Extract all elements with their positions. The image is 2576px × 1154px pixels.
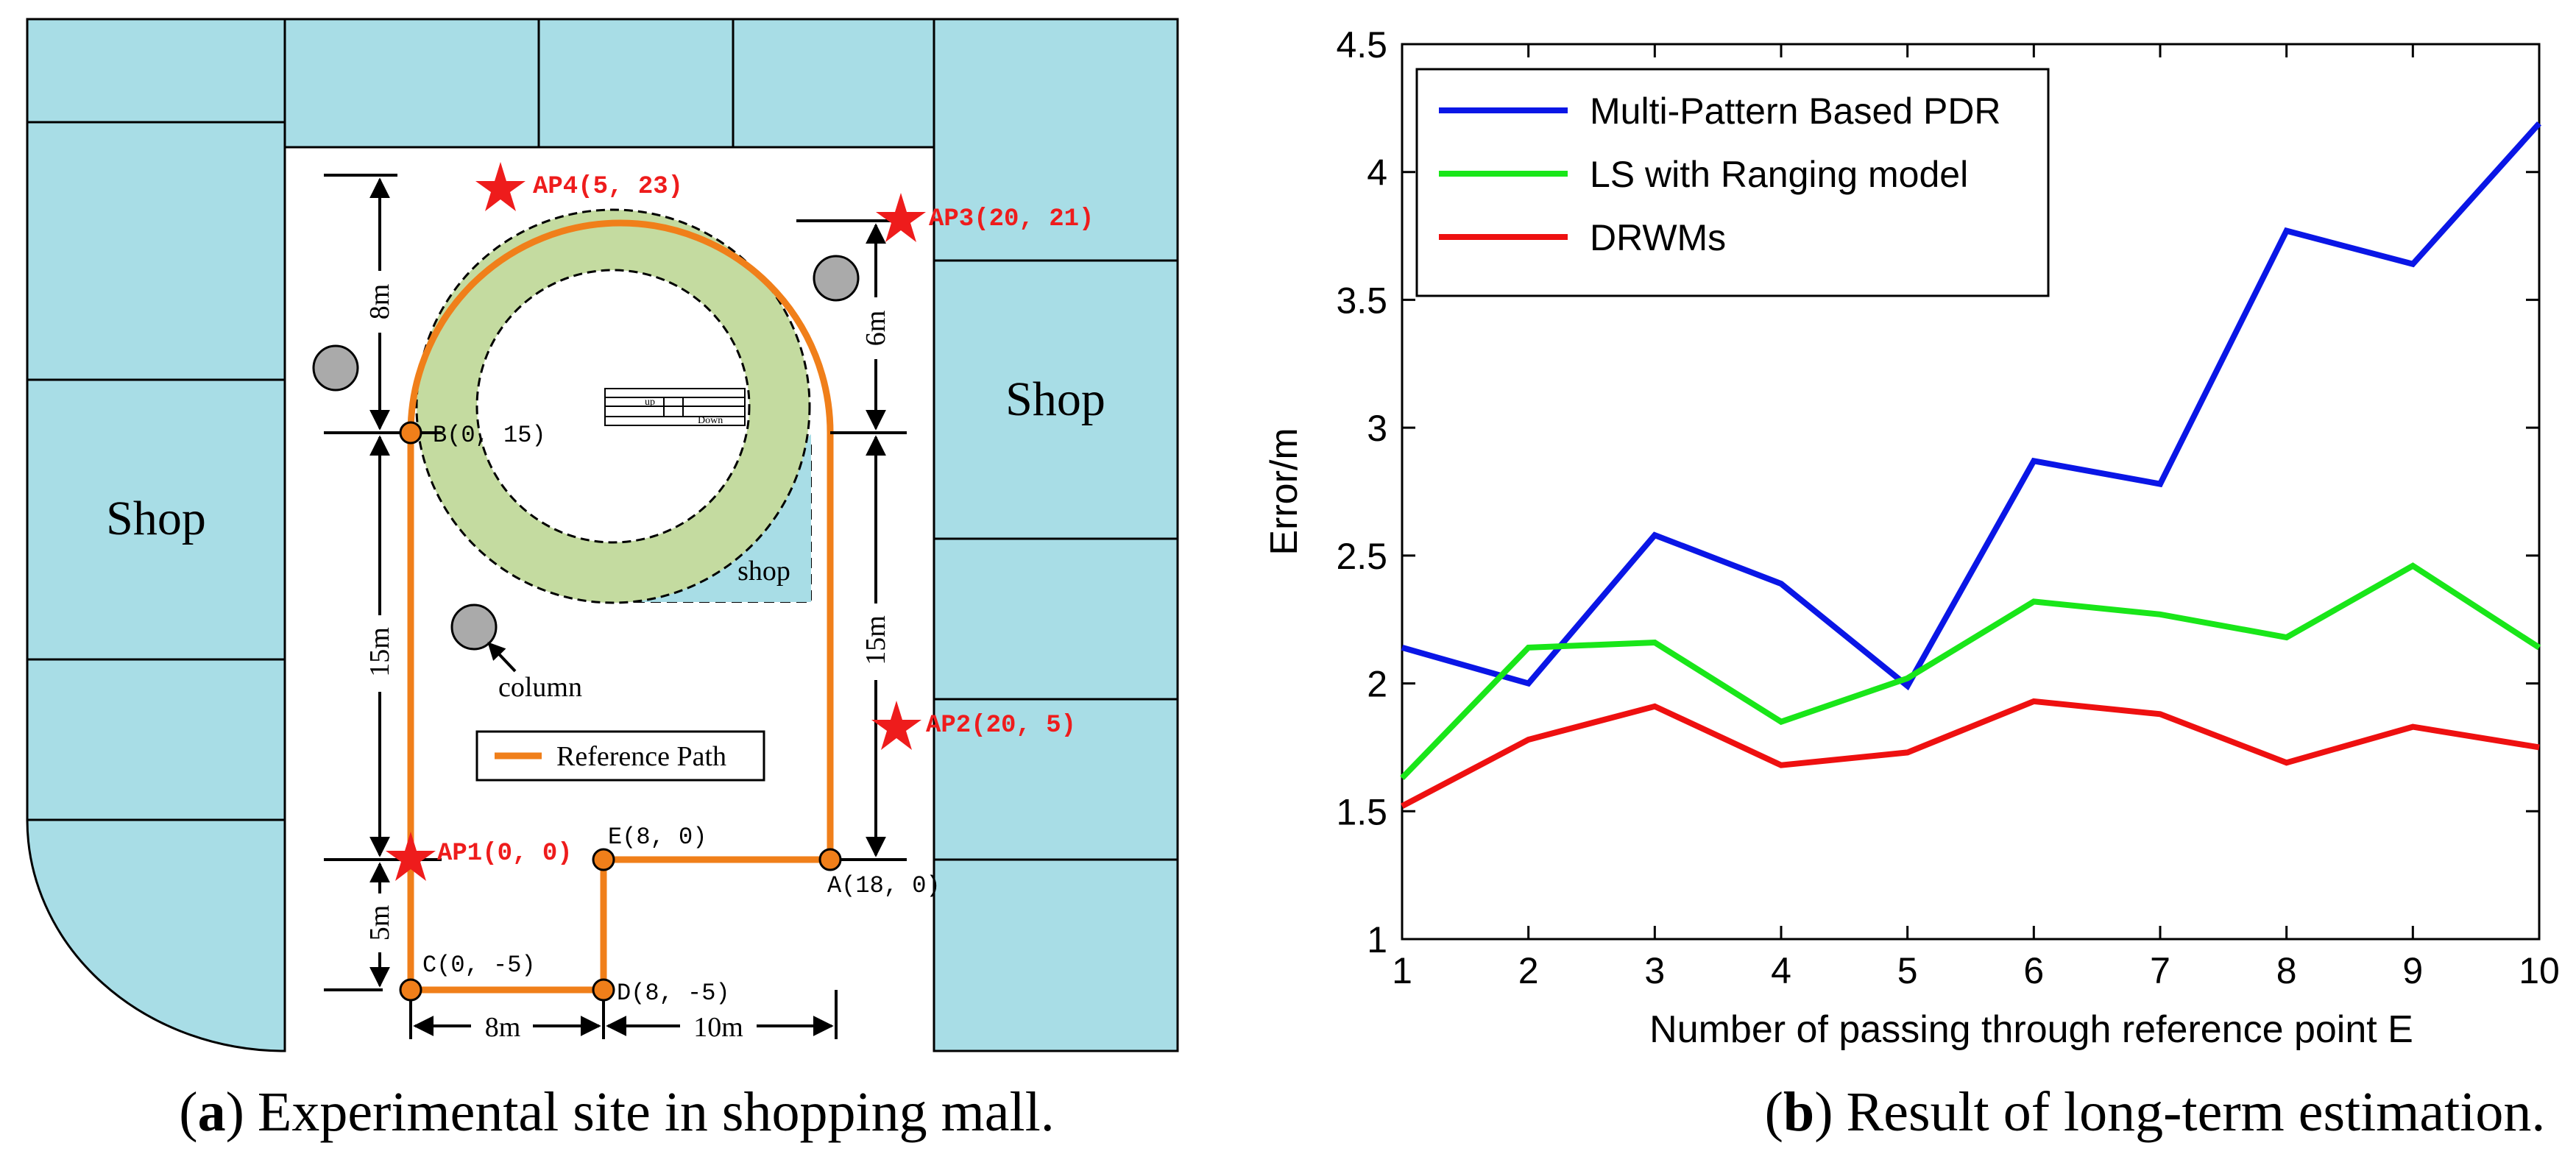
x-tick-label: 5 bbox=[1897, 950, 1918, 991]
small-shop-label: shop bbox=[737, 556, 790, 587]
path-legend-label: Reference Path bbox=[556, 741, 726, 772]
y-tick-label: 1 bbox=[1367, 919, 1387, 960]
x-tick-label: 1 bbox=[1392, 950, 1412, 991]
shop-right-label: Shop bbox=[1005, 372, 1105, 426]
chart-x-axis-label: Number of passing through reference poin… bbox=[1649, 1008, 2413, 1051]
chart-y-axis-label: Error/m bbox=[1263, 428, 1306, 555]
point-a-marker bbox=[818, 848, 842, 871]
series-line-3 bbox=[1401, 698, 2540, 809]
escalator-icon: up Down bbox=[604, 388, 746, 426]
x-tick-label: 3 bbox=[1644, 950, 1665, 991]
dim-right-top: 6m bbox=[860, 311, 891, 347]
svg-text:up: up bbox=[645, 397, 655, 408]
x-tick-label: 10 bbox=[2519, 950, 2560, 991]
y-tick-label: 3.5 bbox=[1336, 280, 1387, 321]
dim-right-mid: 15m bbox=[860, 615, 891, 665]
ap1-star-icon bbox=[386, 832, 436, 881]
legend-label-1: Multi-Pattern Based PDR bbox=[1590, 91, 2001, 132]
y-tick-label: 3 bbox=[1367, 408, 1387, 449]
ap2-label: AP2(20, 5) bbox=[926, 712, 1076, 740]
point-e-label: E(8, 0) bbox=[608, 824, 707, 851]
point-a-label: A(18, 0) bbox=[827, 872, 941, 899]
y-tick-label: 4 bbox=[1367, 152, 1387, 194]
shop-left-label: Shop bbox=[106, 492, 206, 545]
point-c-marker bbox=[399, 978, 422, 1002]
column-2 bbox=[813, 255, 860, 302]
reference-points bbox=[399, 421, 842, 1002]
chart-legend: Multi-Pattern Based PDR LS with Ranging m… bbox=[1415, 68, 2050, 297]
dim-left-bot: 5m bbox=[364, 905, 395, 941]
y-tick-label: 2.5 bbox=[1336, 536, 1387, 577]
series-line-2 bbox=[1400, 562, 2541, 780]
ap3-label: AP3(20, 21) bbox=[929, 205, 1094, 233]
legend-label-3: DRWMs bbox=[1590, 217, 1726, 258]
x-tick-label: 4 bbox=[1771, 950, 1791, 991]
point-d-marker bbox=[592, 978, 615, 1002]
point-b-marker bbox=[399, 421, 422, 445]
column-1 bbox=[312, 344, 359, 392]
column-label: column bbox=[498, 672, 582, 703]
dim-left-mid: 15m bbox=[364, 627, 395, 677]
access-points bbox=[386, 162, 926, 881]
error-chart: 1 2 3 4 5 6 7 8 9 10 1 1.5 2 2.5 3 3.5 4 4.5 Number of pa… bbox=[1263, 24, 2560, 1051]
shop-right bbox=[933, 259, 1179, 540]
top-shop-block bbox=[283, 18, 935, 149]
ap4-label: AP4(5, 23) bbox=[533, 173, 683, 201]
y-tick-label: 1.5 bbox=[1336, 791, 1387, 832]
point-c-label: C(0, -5) bbox=[422, 952, 536, 979]
x-tick-label: 6 bbox=[2023, 950, 2044, 991]
series-line-1 bbox=[1401, 121, 2541, 691]
svg-text:Down: Down bbox=[698, 415, 723, 426]
right-shop-block bbox=[933, 18, 1179, 1052]
left-shop-block bbox=[26, 18, 286, 1052]
legend-label-2: LS with Ranging model bbox=[1590, 154, 1968, 195]
y-tick-label: 4.5 bbox=[1336, 24, 1387, 66]
column-pointer-arrow bbox=[487, 642, 517, 673]
x-tick-label: 2 bbox=[1518, 950, 1539, 991]
reference-path bbox=[407, 219, 834, 994]
ap1-label: AP1(0, 0) bbox=[437, 840, 573, 868]
caption-a: (a) Experimental site in shopping mall. bbox=[179, 1081, 1054, 1143]
point-e-marker bbox=[592, 848, 615, 871]
ap2-star-icon bbox=[871, 701, 921, 750]
y-tick-label: 2 bbox=[1367, 664, 1387, 705]
path-legend: Reference Path bbox=[475, 730, 765, 782]
x-tick-label: 8 bbox=[2276, 950, 2297, 991]
dim-bottom-left: 8m bbox=[485, 1012, 521, 1043]
x-tick-label: 7 bbox=[2150, 950, 2170, 991]
caption-b: (b) Result of long-term estimation. bbox=[1765, 1081, 2546, 1143]
shop-left bbox=[26, 378, 286, 661]
x-tick-label: 9 bbox=[2402, 950, 2423, 991]
point-d-label: D(8, -5) bbox=[617, 980, 730, 1007]
ap3-star-icon bbox=[876, 193, 926, 242]
point-b-label: B(0, 15) bbox=[433, 422, 546, 449]
dim-left-top: 8m bbox=[364, 284, 395, 320]
dim-bottom-right: 10m bbox=[693, 1012, 743, 1043]
floor-plan: Shop Shop shop up bbox=[26, 18, 1179, 1052]
ap4-star-icon bbox=[475, 162, 526, 211]
column-3 bbox=[450, 603, 498, 651]
